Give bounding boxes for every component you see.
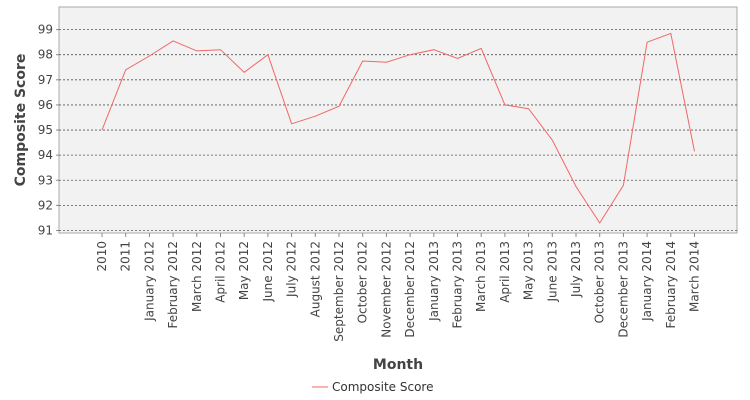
x-tick-label: June 2013 (545, 241, 559, 303)
y-tick-label: 99 (38, 23, 53, 37)
x-tick-label: January 2013 (427, 241, 441, 322)
x-tick-label: December 2013 (616, 241, 630, 338)
x-tick-label: February 2014 (664, 241, 678, 329)
x-tick-label: 2011 (119, 241, 133, 272)
y-tick-label: 91 (38, 223, 53, 237)
y-axis-ticks: 91 92 93 94 95 96 97 98 99 (38, 23, 59, 237)
x-tick-label: March 2012 (190, 241, 204, 312)
x-tick-label: March 2014 (688, 241, 702, 312)
series-line (101, 32, 695, 224)
x-tick-label: May 2013 (522, 241, 536, 300)
x-tick-label: November 2012 (379, 241, 393, 338)
y-tick-label: 94 (38, 148, 53, 162)
series-lines (101, 32, 695, 224)
y-tick-label: 97 (38, 73, 53, 87)
x-tick-label: January 2012 (142, 241, 156, 322)
x-tick-label: August 2012 (308, 241, 322, 317)
x-tick-label: June 2012 (261, 241, 275, 303)
x-axis-title: Month (373, 357, 423, 373)
x-tick-label: April 2012 (214, 241, 228, 303)
y-tick-label: 93 (38, 173, 53, 187)
x-tick-label: May 2012 (237, 241, 251, 300)
legend: Composite Score (312, 380, 433, 394)
x-tick-label: April 2013 (498, 241, 512, 303)
x-tick-label: 2010 (95, 241, 109, 272)
grid-lines (59, 29, 737, 231)
y-tick-label: 96 (38, 98, 53, 112)
x-tick-label: July 2012 (285, 241, 299, 298)
x-tick-label: February 2013 (451, 241, 465, 329)
x-tick-label: February 2012 (166, 241, 180, 329)
y-tick-label: 92 (38, 198, 53, 212)
x-tick-label: October 2012 (356, 241, 370, 323)
x-tick-label: July 2013 (569, 241, 583, 298)
x-tick-label: September 2012 (332, 241, 346, 342)
x-tick-label: October 2013 (593, 241, 607, 323)
y-tick-label: 98 (38, 48, 53, 62)
plot-area (58, 6, 738, 234)
x-axis-ticks: 2010 2011 January 2012 February 2012 March 2… (95, 233, 702, 342)
x-tick-label: March 2013 (474, 241, 488, 312)
x-tick-label: December 2012 (403, 241, 417, 338)
y-axis-title: Composite Score (13, 54, 29, 187)
legend-label: Composite Score (332, 380, 433, 394)
x-tick-label: January 2014 (640, 241, 654, 322)
y-tick-label: 95 (38, 123, 53, 137)
